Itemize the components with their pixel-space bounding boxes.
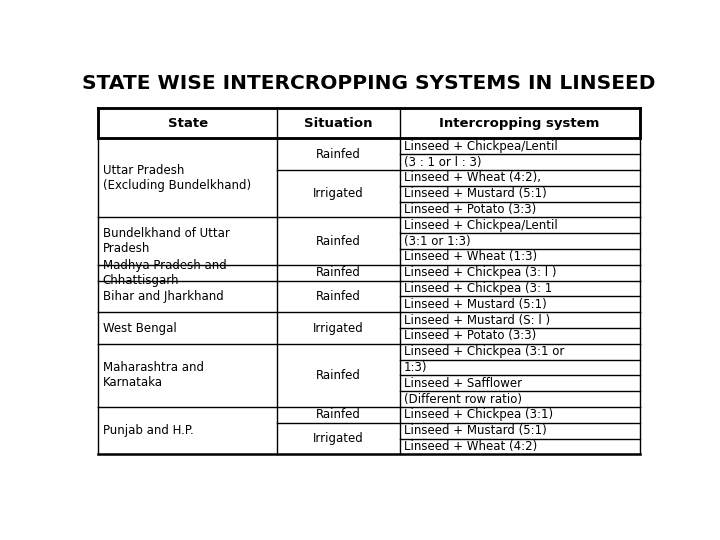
Text: Linseed + Mustard (5:1): Linseed + Mustard (5:1) [404, 298, 547, 311]
Text: Linseed + Chickpea/Lentil: Linseed + Chickpea/Lentil [404, 219, 558, 232]
Text: Rainfed: Rainfed [316, 369, 361, 382]
Text: Linseed + Wheat (4:2): Linseed + Wheat (4:2) [404, 440, 537, 453]
Text: Linseed + Mustard (5:1): Linseed + Mustard (5:1) [404, 424, 547, 437]
Text: Rainfed: Rainfed [316, 148, 361, 161]
Text: Linseed + Mustard (S: l ): Linseed + Mustard (S: l ) [404, 314, 550, 327]
Text: Linseed + Mustard (5:1): Linseed + Mustard (5:1) [404, 187, 547, 200]
Text: Situation: Situation [304, 117, 372, 130]
Text: Linseed + Wheat (1:3): Linseed + Wheat (1:3) [404, 251, 537, 264]
Text: Irrigated: Irrigated [313, 187, 364, 200]
Text: STATE WISE INTERCROPPING SYSTEMS IN LINSEED: STATE WISE INTERCROPPING SYSTEMS IN LINS… [82, 74, 656, 93]
Text: (3:1 or 1:3): (3:1 or 1:3) [404, 234, 471, 248]
Text: Linseed + Chickpea (3: l ): Linseed + Chickpea (3: l ) [404, 266, 557, 279]
Text: Maharashtra and
Karnataka: Maharashtra and Karnataka [103, 361, 204, 389]
Text: Intercropping system: Intercropping system [439, 117, 600, 130]
Text: Linseed + Wheat (4:2),: Linseed + Wheat (4:2), [404, 171, 541, 184]
Text: 1:3): 1:3) [404, 361, 428, 374]
Text: Madhya Pradesh and
Chhattisgarh: Madhya Pradesh and Chhattisgarh [103, 259, 227, 287]
Text: Linseed + Potato (3:3): Linseed + Potato (3:3) [404, 203, 536, 216]
Text: Rainfed: Rainfed [316, 408, 361, 421]
Text: (3 : 1 or l : 3): (3 : 1 or l : 3) [404, 156, 482, 168]
Text: Linseed + Chickpea (3:1): Linseed + Chickpea (3:1) [404, 408, 553, 421]
Text: Bihar and Jharkhand: Bihar and Jharkhand [103, 290, 224, 303]
Text: Linseed + Chickpea/Lentil: Linseed + Chickpea/Lentil [404, 140, 558, 153]
Text: Rainfed: Rainfed [316, 266, 361, 279]
Text: Irrigated: Irrigated [313, 432, 364, 445]
Text: Rainfed: Rainfed [316, 290, 361, 303]
Text: Punjab and H.P.: Punjab and H.P. [103, 424, 194, 437]
Text: Linseed + Chickpea (3: 1: Linseed + Chickpea (3: 1 [404, 282, 552, 295]
Text: Linseed + Potato (3:3): Linseed + Potato (3:3) [404, 329, 536, 342]
Text: West Bengal: West Bengal [103, 321, 176, 334]
Text: Irrigated: Irrigated [313, 321, 364, 334]
Text: Linseed + Chickpea (3:1 or: Linseed + Chickpea (3:1 or [404, 345, 564, 358]
Text: Bundelkhand of Uttar
Pradesh: Bundelkhand of Uttar Pradesh [103, 227, 230, 255]
Text: Linseed + Safflower: Linseed + Safflower [404, 377, 522, 390]
Text: Uttar Pradesh
(Excluding Bundelkhand): Uttar Pradesh (Excluding Bundelkhand) [103, 164, 251, 192]
Text: State: State [168, 117, 207, 130]
Text: Rainfed: Rainfed [316, 234, 361, 248]
Text: (Different row ratio): (Different row ratio) [404, 393, 522, 406]
